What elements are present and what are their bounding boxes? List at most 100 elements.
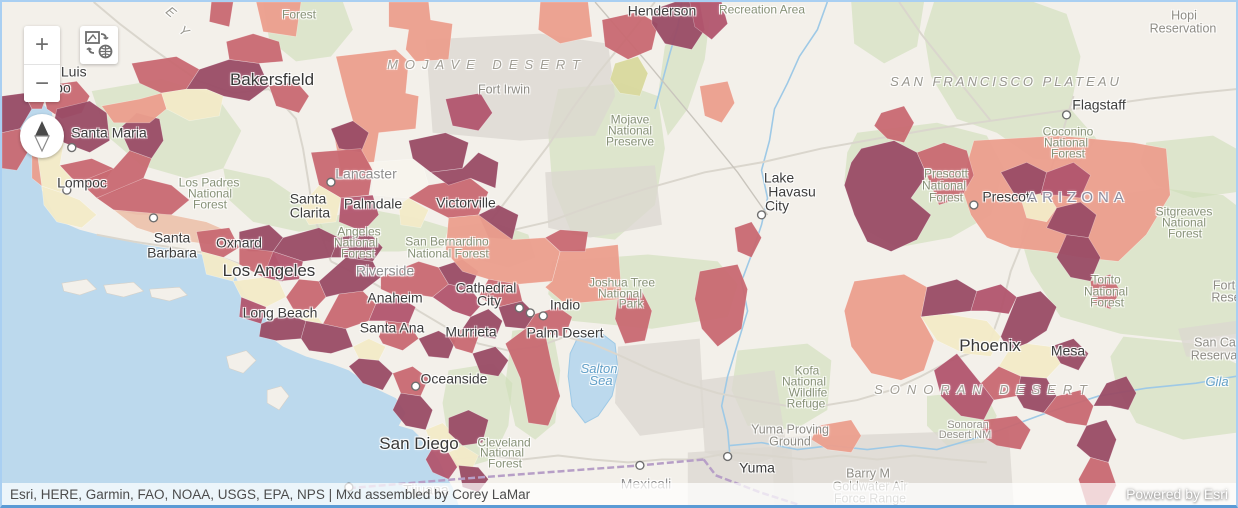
choropleth-region: [980, 415, 1032, 450]
compass-button[interactable]: [20, 114, 64, 158]
choropleth-region: [651, 2, 706, 50]
choropleth-region: [225, 33, 284, 64]
choropleth-region: [255, 2, 302, 37]
choropleth-region: [544, 244, 623, 305]
city-marker: [1061, 110, 1072, 120]
choropleth-region: [734, 221, 762, 258]
zoom-in-button[interactable]: +: [24, 26, 60, 64]
salton-sea: [567, 330, 619, 424]
international-border: [348, 458, 704, 490]
choropleth-region: [505, 328, 561, 427]
park-area: [924, 2, 1097, 163]
choropleth-region: [429, 152, 499, 189]
choropleth-region: [388, 2, 453, 62]
park-area: [223, 168, 323, 232]
road: [330, 260, 978, 407]
choropleth-region: [268, 80, 310, 114]
military-area: [1178, 320, 1236, 361]
river: [729, 375, 1236, 451]
choropleth-region: [933, 353, 995, 421]
city-marker: [525, 308, 535, 318]
choropleth-region: [537, 2, 593, 44]
choropleth-region: [472, 346, 509, 377]
choropleth-region: [398, 197, 429, 229]
zoom-controls: + −: [24, 26, 60, 102]
choropleth-region: [1050, 338, 1089, 371]
basemap-toggle-button[interactable]: [80, 26, 118, 64]
choropleth-region: [920, 313, 1002, 357]
island: [225, 350, 257, 374]
choropleth-region: [2, 92, 33, 134]
city-marker: [514, 303, 525, 313]
choropleth-region: [378, 320, 420, 351]
road: [898, 2, 992, 122]
ocean: [2, 93, 459, 505]
city-marker: [635, 460, 645, 471]
river: [720, 2, 829, 453]
choropleth-region: [873, 105, 915, 143]
island: [149, 286, 188, 302]
city-marker: [756, 210, 767, 220]
choropleth-region: [544, 229, 589, 252]
choropleth-region: [609, 56, 649, 97]
choropleth-region: [614, 290, 653, 344]
choropleth-region: [41, 185, 98, 229]
city-marker: [969, 200, 979, 210]
road: [472, 88, 1236, 243]
choropleth-region: [298, 184, 342, 226]
powered-by-esri: Powered by Esri: [1126, 486, 1228, 502]
choropleth-region: [161, 88, 224, 122]
island: [266, 385, 290, 411]
choropleth-region: [200, 251, 240, 282]
choropleth-region: [916, 142, 975, 206]
island: [61, 278, 98, 296]
choropleth-region: [352, 338, 387, 361]
choropleth-region: [1040, 162, 1091, 199]
attribution-text: Esri, HERE, Garmin, FAO, NOAA, USGS, EPA…: [10, 486, 531, 502]
road: [452, 454, 695, 464]
choropleth-region: [338, 194, 380, 233]
basemap-swap-icon: [85, 31, 113, 59]
zoom-out-button[interactable]: −: [24, 64, 60, 102]
choropleth-region: [418, 330, 456, 359]
city-marker: [410, 381, 421, 391]
city-marker: [67, 142, 77, 153]
park-area: [1110, 336, 1236, 440]
city-marker: [722, 451, 733, 462]
choropleth-region: [300, 320, 354, 354]
city-marker: [538, 311, 548, 321]
choropleth-region: [1092, 375, 1137, 411]
choropleth-region: [699, 80, 735, 124]
choropleth-region: [445, 92, 493, 132]
choropleth-region: [262, 251, 304, 282]
park-area: [851, 2, 925, 64]
choropleth-region: [448, 328, 479, 354]
choropleth-region: [998, 343, 1061, 379]
choropleth-region: [448, 409, 489, 446]
choropleth-region: [689, 2, 728, 41]
choropleth-region: [318, 257, 382, 298]
city-marker: [326, 177, 336, 187]
choropleth-region: [694, 264, 748, 347]
choropleth-region: [843, 273, 935, 381]
choropleth-region: [101, 92, 167, 124]
choropleth-region: [195, 227, 240, 258]
choropleth-region: [330, 120, 370, 153]
island: [103, 281, 145, 298]
city-marker: [62, 185, 72, 195]
choropleth-region: [980, 366, 1022, 401]
choropleth-region: [970, 283, 1018, 315]
choropleth-region: [209, 2, 234, 28]
attribution-bar: Esri, HERE, Garmin, FAO, NOAA, USGS, EPA…: [2, 483, 1236, 505]
choropleth-region: [1090, 273, 1121, 310]
road: [694, 451, 987, 464]
choropleth-region: [425, 422, 456, 453]
choropleth-region: [348, 358, 394, 391]
choropleth-region: [392, 366, 429, 397]
choropleth-region: [448, 445, 479, 473]
compass-needle-icon: [34, 121, 50, 153]
choropleth-region: [811, 419, 862, 453]
city-marker: [148, 213, 159, 223]
choropleth-region: [601, 11, 659, 60]
